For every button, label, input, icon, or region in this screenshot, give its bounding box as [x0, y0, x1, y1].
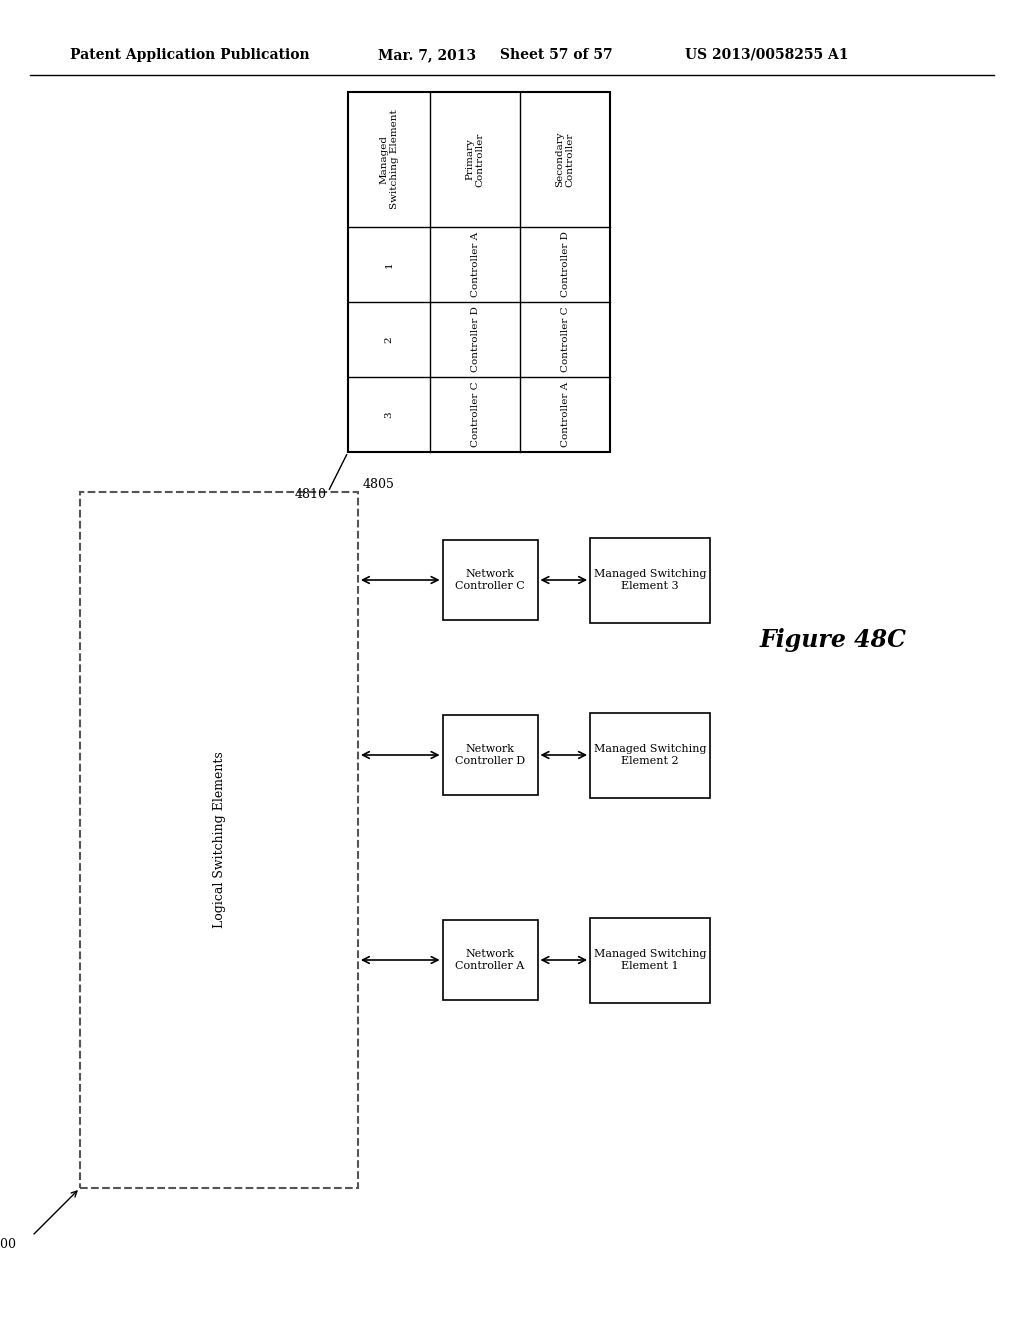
Bar [442, 540, 538, 620]
Text: 1: 1 [384, 261, 393, 268]
Text: Secondary
Controller: Secondary Controller [555, 132, 574, 187]
Text: Network
Controller D: Network Controller D [455, 744, 525, 766]
Text: Figure 48C: Figure 48C [760, 628, 907, 652]
Bar [348, 92, 610, 451]
Text: Controller A: Controller A [560, 381, 569, 447]
Text: Controller D: Controller D [560, 231, 569, 297]
Text: 2: 2 [384, 337, 393, 343]
Text: Network
Controller C: Network Controller C [455, 569, 525, 591]
Text: Controller A: Controller A [470, 232, 479, 297]
Bar [442, 715, 538, 795]
Text: Mar. 7, 2013: Mar. 7, 2013 [378, 48, 476, 62]
Text: Managed Switching
Element 2: Managed Switching Element 2 [594, 744, 707, 766]
Text: Sheet 57 of 57: Sheet 57 of 57 [500, 48, 612, 62]
Text: US 2013/0058255 A1: US 2013/0058255 A1 [685, 48, 849, 62]
Text: Network
Controller A: Network Controller A [456, 949, 524, 970]
Text: 4800: 4800 [0, 1238, 17, 1250]
Text: Primary
Controller: Primary Controller [465, 132, 484, 186]
Text: Logical Switching Elements: Logical Switching Elements [213, 751, 225, 928]
Text: Managed Switching
Element 1: Managed Switching Element 1 [594, 949, 707, 970]
Text: 4810: 4810 [295, 488, 327, 502]
Text: Controller D: Controller D [470, 306, 479, 372]
Bar [80, 492, 358, 1188]
Text: 4805: 4805 [362, 478, 395, 491]
Text: 3: 3 [384, 412, 393, 418]
Bar [590, 917, 710, 1002]
Text: Controller C: Controller C [470, 381, 479, 447]
Text: Patent Application Publication: Patent Application Publication [70, 48, 309, 62]
Text: Controller C: Controller C [560, 306, 569, 372]
Bar [590, 537, 710, 623]
Text: Managed Switching
Element 3: Managed Switching Element 3 [594, 569, 707, 591]
Bar [442, 920, 538, 1001]
Text: Managed
Switching Element: Managed Switching Element [379, 110, 398, 210]
Bar [590, 713, 710, 797]
